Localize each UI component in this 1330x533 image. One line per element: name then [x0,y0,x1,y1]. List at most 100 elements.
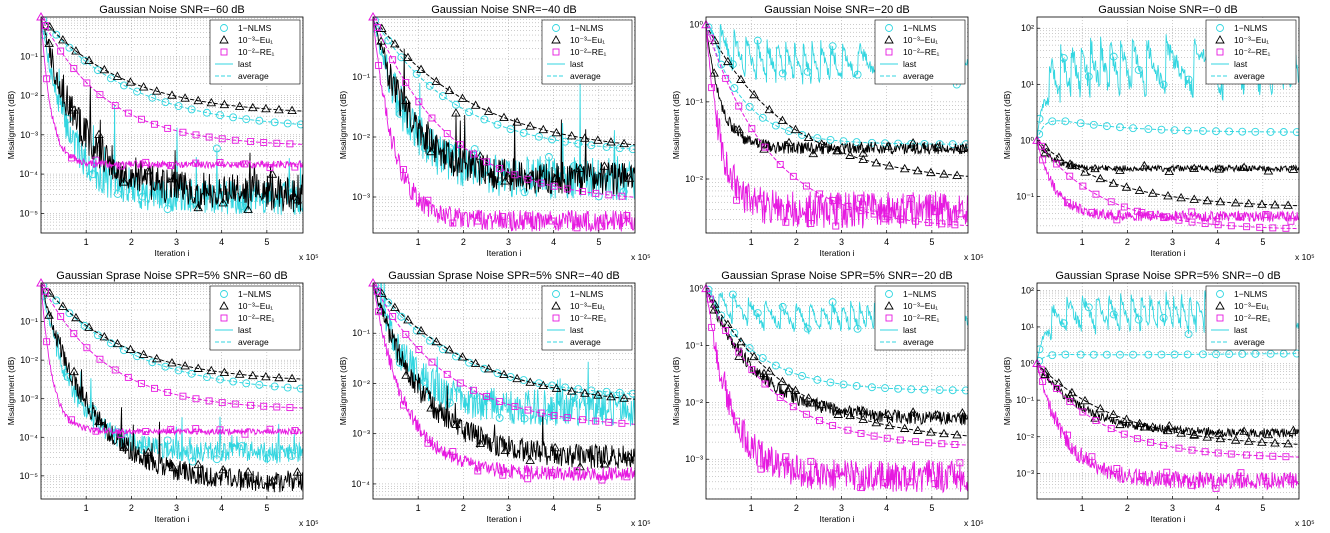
y-axis-label: Misalignment (dB) [338,91,348,160]
x-tick-label: 1 [84,503,89,513]
y-tick-label: 10⁻⁴ [19,169,38,179]
y-tick-label: 10⁻¹ [352,328,370,338]
marker-triangle [1214,164,1224,173]
x-exponent-label: x 10⁵ [964,518,984,528]
marker-square [1282,453,1290,461]
marker-triangle [1163,191,1173,200]
marker-square [1039,156,1047,164]
y-tick-label: 10⁻³ [352,192,370,202]
legend-marker-square [1216,314,1224,322]
marker-circle [1134,315,1143,324]
legend-label: 10⁻²−RE₁ [238,313,275,323]
marker-square [524,212,532,220]
marker-circle [1109,310,1118,319]
x-tick-label: 4 [1215,237,1220,247]
y-tick-label: 10⁰ [1020,359,1034,369]
marker-circle [480,115,489,124]
x-axis-label: Iteration i [487,514,522,524]
x-tick-label: 3 [839,237,844,247]
marker-square [57,312,65,320]
legend-marker-circle [220,24,228,32]
marker-triangle [99,64,110,74]
marker-square [722,74,730,82]
marker-circle [1102,350,1111,359]
marker-square [1201,220,1209,228]
marker-circle [771,121,780,130]
marker-square [816,416,823,424]
marker-square [708,84,716,92]
marker-square [231,400,239,408]
marker-square [402,79,410,87]
marker-circle [569,393,578,401]
marker-triangle [525,171,535,180]
marker-circle [753,309,762,317]
marker-square [1243,451,1251,459]
marker-circle [65,43,74,52]
marker-square [43,338,51,346]
x-tick-label: 5 [264,503,269,513]
x-axis-label: Iteration i [820,514,855,524]
marker-square [829,422,837,429]
y-axis-label: Misalignment (dB) [671,357,681,426]
marker-square [1107,425,1115,433]
marker-circle [397,53,406,62]
marker-triangle [1080,167,1090,176]
marker-square [844,203,852,210]
marker-triangle [913,165,923,175]
marker-triangle [1095,403,1106,413]
marker-square [424,196,432,204]
marker-triangle [1244,436,1254,445]
series-eu-average [1037,363,1299,445]
legend-marker-triangle [219,301,229,310]
x-tick-label: 4 [551,503,556,513]
marker-square [1269,452,1277,460]
marker-square [579,188,587,195]
marker-circle [237,202,246,211]
marker-circle [574,385,583,393]
marker-circle [465,358,474,367]
marker-circle [961,386,968,395]
marker-triangle [551,383,562,392]
marker-square [1214,449,1222,457]
series-group [706,23,968,230]
marker-circle [495,413,504,422]
marker-circle [758,113,767,122]
marker-triangle [1263,429,1274,439]
marker-triangle [112,338,123,348]
marker-square [807,220,815,227]
marker-triangle [1270,438,1280,447]
marker-triangle [483,364,494,373]
marker-square [70,65,78,73]
marker-square [925,219,933,227]
marker-triangle [624,173,635,182]
x-exponent-label: x 10⁵ [299,518,319,528]
legend: 1−NLMS 10⁻³−Eu₁ 10⁻²−RE₁ last average [209,285,301,351]
marker-triangle [709,299,720,308]
marker-triangle [292,467,303,476]
marker-circle [1084,303,1093,312]
marker-square [68,416,76,424]
marker-square [247,401,255,409]
marker-triangle [451,108,461,117]
marker-triangle [390,39,400,48]
marker-circle [785,367,793,376]
marker-square [400,166,408,174]
marker-square [41,22,49,29]
marker-circle [412,69,421,78]
marker-triangle [243,467,253,476]
marker-square [218,399,226,407]
marker-triangle [500,445,511,455]
marker-circle [445,398,454,407]
marker-square [218,135,226,143]
x-tick-label: 4 [884,503,889,513]
marker-square [511,171,519,179]
legend-box [209,19,301,85]
legend-marker-square [552,48,560,56]
marker-square [424,439,432,447]
marker-circle [544,153,553,161]
marker-triangle [871,158,882,167]
legend-label: last [238,325,252,335]
x-exponent-label: x 10⁵ [1295,252,1315,262]
marker-square [1064,431,1072,439]
marker-triangle [808,398,819,407]
